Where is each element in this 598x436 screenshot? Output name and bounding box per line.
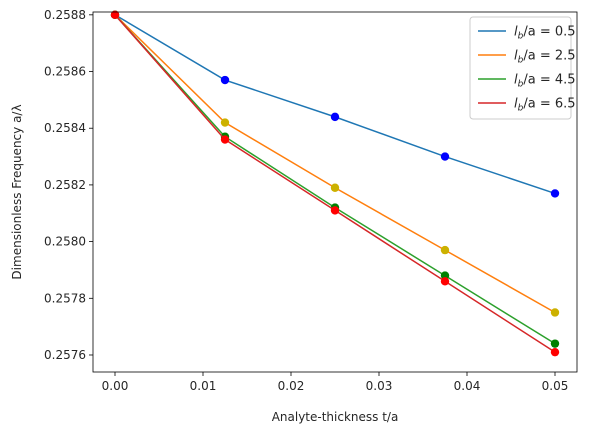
y-tick-label: 0.2580 [44,235,86,249]
data-point [550,189,560,198]
data-point [330,206,340,215]
data-point [220,135,230,144]
data-point [550,308,560,317]
y-axis: 0.2576 0.2578 0.2580 0.2582 0.2584 0.2586 0.25… [44,8,93,362]
data-point [440,277,450,286]
legend: lb/a = 0.5 lb/a = 2.5 lb/a = 4.5 lb/a = 6.5 [469,16,576,120]
series-4 [110,10,560,357]
y-tick-label: 0.2586 [44,65,86,79]
data-point [440,152,450,161]
x-tick-label: 0.01 [190,379,217,393]
x-tick-label: 0.05 [542,379,569,393]
data-point [440,245,450,255]
legend-entry: lb/a = 2.5 [514,49,576,66]
x-tick-label: 0.04 [454,379,481,393]
data-point [330,112,340,122]
legend-box [469,16,572,120]
x-axis-label: Analyte-thickness t/a [272,410,399,424]
y-axis-label: Dimensionless Frequency a/λ [10,104,24,279]
x-axis: 0.00 0.01 0.02 0.03 0.04 0.05 [102,372,569,393]
legend-entry: lb/a = 4.5 [514,73,576,90]
data-point [550,347,560,357]
y-tick-label: 0.2584 [44,121,86,135]
data-point [110,10,120,20]
plot-area [110,10,560,357]
legend-entry: lb/a = 0.5 [514,25,576,42]
y-tick-label: 0.2578 [44,291,86,305]
legend-entry: lb/a = 6.5 [514,97,576,114]
x-tick-label: 0.00 [102,379,129,393]
y-tick-label: 0.2582 [44,178,86,192]
axes-frame [92,11,578,373]
data-point [550,339,560,348]
y-tick-label: 0.2588 [44,8,86,22]
y-tick-label: 0.2576 [44,348,86,362]
x-tick-label: 0.02 [278,379,305,393]
data-point [330,183,340,192]
x-tick-label: 0.03 [366,379,393,393]
data-point [220,75,230,85]
data-point [220,118,230,127]
